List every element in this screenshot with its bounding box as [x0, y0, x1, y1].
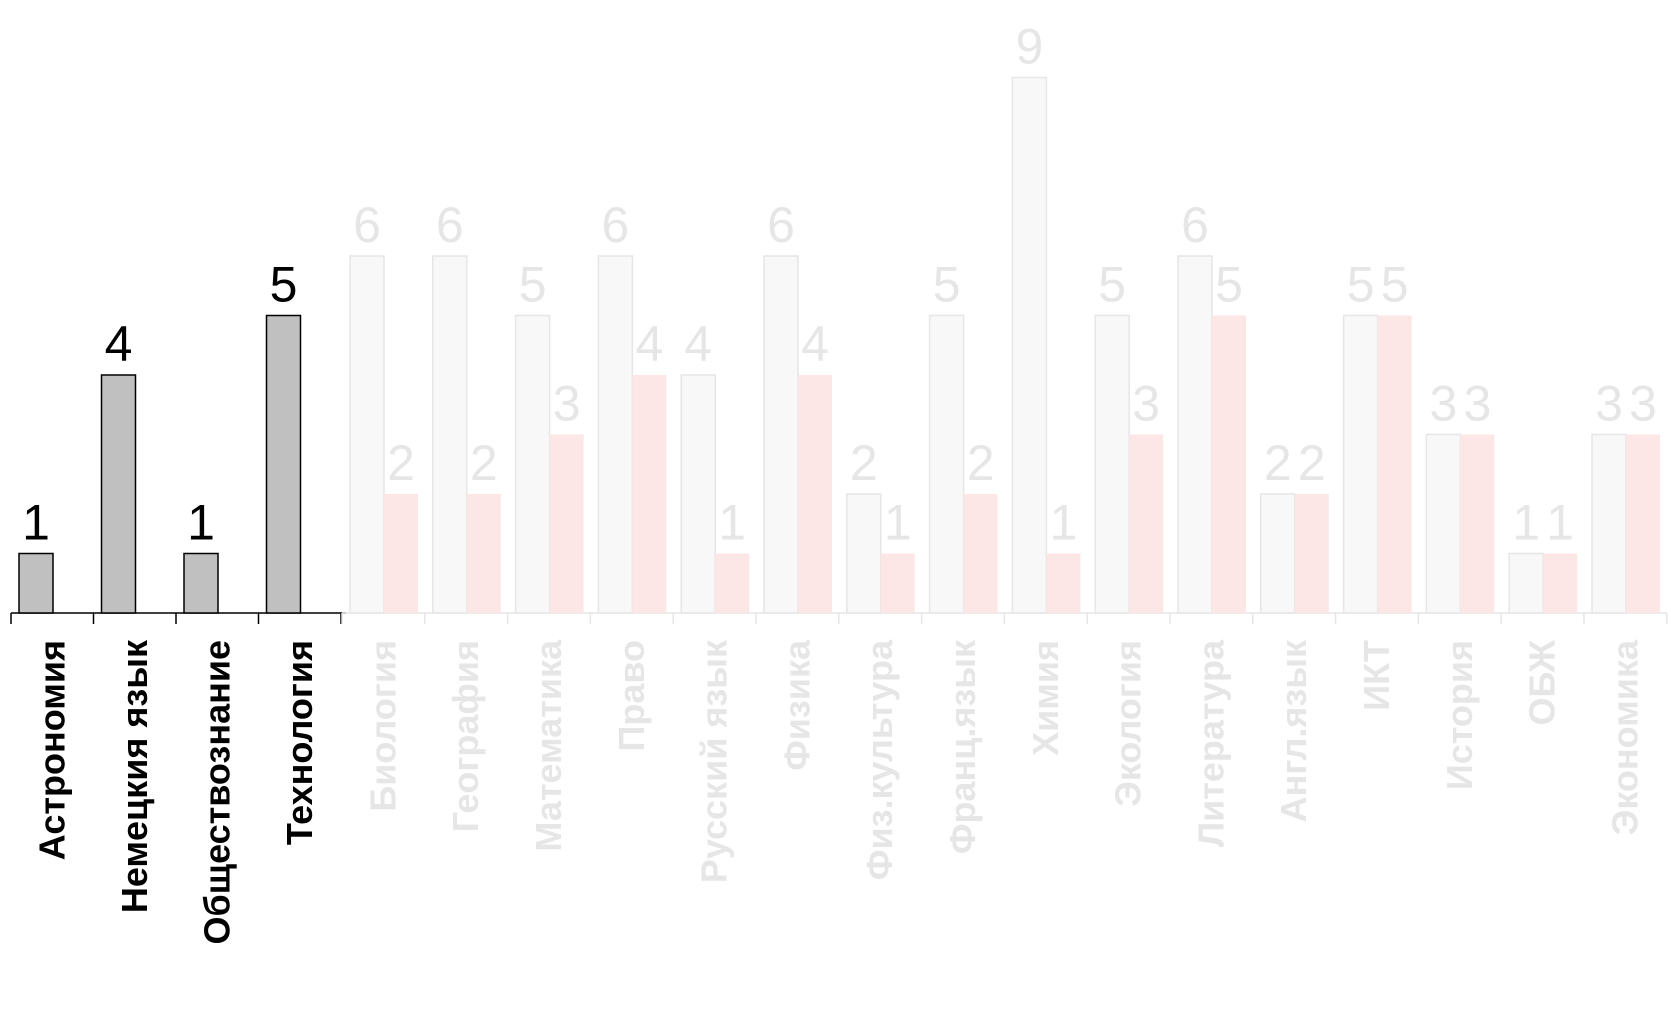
- faded-data-label-secondary: 1: [1546, 495, 1574, 551]
- faded-bar-primary: [1094, 314, 1130, 614]
- faded-bar-primary: [1260, 493, 1296, 614]
- faded-x-tick-label: ИКТ: [1356, 640, 1397, 711]
- faded-x-tick-label: Биология: [362, 640, 403, 812]
- faded-data-label-secondary: 2: [1298, 435, 1326, 491]
- faded-bar-primary: [1011, 76, 1048, 614]
- faded-data-label-primary: 9: [1015, 19, 1043, 75]
- faded-bar-secondary: [1543, 553, 1578, 613]
- labels: 1 4 1 5 Астрономия Немецкия язык Обществознани…: [22, 19, 1657, 945]
- faded-data-label-primary: 3: [1429, 376, 1457, 432]
- faded-bar-secondary: [1294, 494, 1329, 613]
- faded-data-label-primary: 5: [1098, 257, 1126, 313]
- x-tick-label: Астрономия: [31, 640, 72, 860]
- faded-bar-primary: [432, 255, 468, 614]
- faded-bar-primary: [1591, 433, 1627, 614]
- faded-data-label-primary: 1: [1512, 495, 1540, 551]
- faded-x-tick-label: Физ.культура: [859, 639, 900, 880]
- faded-bar-primary: [928, 314, 965, 614]
- faded-bar-secondary: [963, 494, 998, 613]
- faded-bar-secondary: [1046, 553, 1081, 613]
- faded-bar-secondary: [1377, 315, 1412, 613]
- axes: [10, 612, 1668, 624]
- faded-bar-primary: [1508, 552, 1544, 614]
- faded-bar-primary: [1177, 255, 1213, 614]
- faded-data-label-secondary: 2: [387, 435, 415, 491]
- bar: [265, 314, 302, 614]
- faded-bar-secondary: [798, 375, 832, 613]
- data-label: 5: [270, 257, 298, 313]
- faded-x-tick-label: ОБЖ: [1522, 640, 1563, 726]
- faded-bar-primary: [846, 493, 882, 614]
- faded-x-tick-label: Экология: [1108, 640, 1149, 807]
- faded-data-label-primary: 5: [519, 257, 547, 313]
- faded-data-label-secondary: 3: [1629, 376, 1657, 432]
- x-tick-label: Немецкия язык: [114, 639, 155, 913]
- faded-x-tick-label: Физика: [776, 639, 817, 771]
- faded-data-label-secondary: 1: [884, 495, 912, 551]
- bar: [183, 552, 219, 614]
- bar: [18, 552, 54, 614]
- faded-data-label-secondary: 5: [1381, 257, 1409, 313]
- faded-data-label-primary: 5: [933, 257, 961, 313]
- data-label: 1: [22, 495, 50, 551]
- faded-bar-secondary: [632, 375, 667, 613]
- x-tick-label: Обществознание: [196, 640, 237, 945]
- faded-x-tick-label: Математика: [528, 639, 569, 852]
- faded-data-label-secondary: 5: [1215, 257, 1243, 313]
- faded-data-label-secondary: 4: [635, 316, 663, 372]
- faded-data-label-secondary: 3: [1132, 376, 1160, 432]
- faded-data-label-secondary: 4: [801, 316, 829, 372]
- faded-bar-secondary: [880, 553, 915, 613]
- faded-bar-secondary: [384, 494, 418, 613]
- faded-bar-primary: [597, 255, 634, 614]
- faded-bar-primary: [1425, 433, 1462, 614]
- faded-bar-primary: [763, 255, 799, 614]
- faded-data-label-primary: 6: [436, 197, 464, 253]
- faded-data-label-primary: 2: [1264, 435, 1292, 491]
- faded-bar-primary: [680, 374, 716, 614]
- faded-data-label-secondary: 2: [967, 435, 995, 491]
- data-label: 4: [105, 316, 133, 372]
- faded-bar-secondary: [466, 494, 501, 613]
- faded-x-tick-label: Франц.язык: [942, 639, 983, 854]
- faded-data-label-primary: 6: [1181, 197, 1209, 253]
- faded-data-label-secondary: 1: [1049, 495, 1077, 551]
- faded-data-label-secondary: 3: [1463, 376, 1491, 432]
- faded-data-label-primary: 3: [1595, 376, 1623, 432]
- faded-data-label-primary: 4: [684, 316, 712, 372]
- faded-data-label-primary: 6: [601, 197, 629, 253]
- faded-x-tick-label: Химия: [1025, 640, 1066, 756]
- faded-data-label-secondary: 2: [470, 435, 498, 491]
- faded-x-tick-label: Англ.язык: [1273, 639, 1314, 822]
- faded-bar-secondary: [549, 434, 584, 613]
- faded-data-label-secondary: 1: [718, 495, 746, 551]
- faded-data-label-primary: 2: [850, 435, 878, 491]
- faded-x-tick-label: Русский язык: [694, 639, 735, 883]
- faded-bar-secondary: [1129, 434, 1164, 613]
- faded-bar-secondary: [715, 553, 750, 613]
- faded-bar-primary: [349, 255, 385, 614]
- faded-bar-primary: [514, 314, 551, 614]
- faded-x-tick-label: Экономика: [1604, 639, 1645, 835]
- faded-bar-secondary: [1212, 315, 1246, 613]
- faded-bar-secondary: [1460, 434, 1495, 613]
- faded-data-label-primary: 6: [767, 197, 795, 253]
- faded-data-label-secondary: 3: [553, 376, 581, 432]
- faded-x-tick-label: История: [1439, 640, 1480, 790]
- bars: [18, 76, 1660, 614]
- data-label: 1: [187, 495, 215, 551]
- faded-x-tick-label: Право: [611, 640, 652, 752]
- bar: [100, 374, 137, 614]
- faded-data-label-primary: 5: [1347, 257, 1375, 313]
- faded-bar-primary: [1342, 314, 1379, 614]
- faded-data-label-primary: 6: [353, 197, 381, 253]
- faded-x-tick-label: География: [445, 640, 486, 832]
- faded-x-tick-label: Литература: [1190, 639, 1231, 847]
- faded-bar-secondary: [1626, 434, 1660, 613]
- x-tick-label: Технология: [279, 640, 320, 845]
